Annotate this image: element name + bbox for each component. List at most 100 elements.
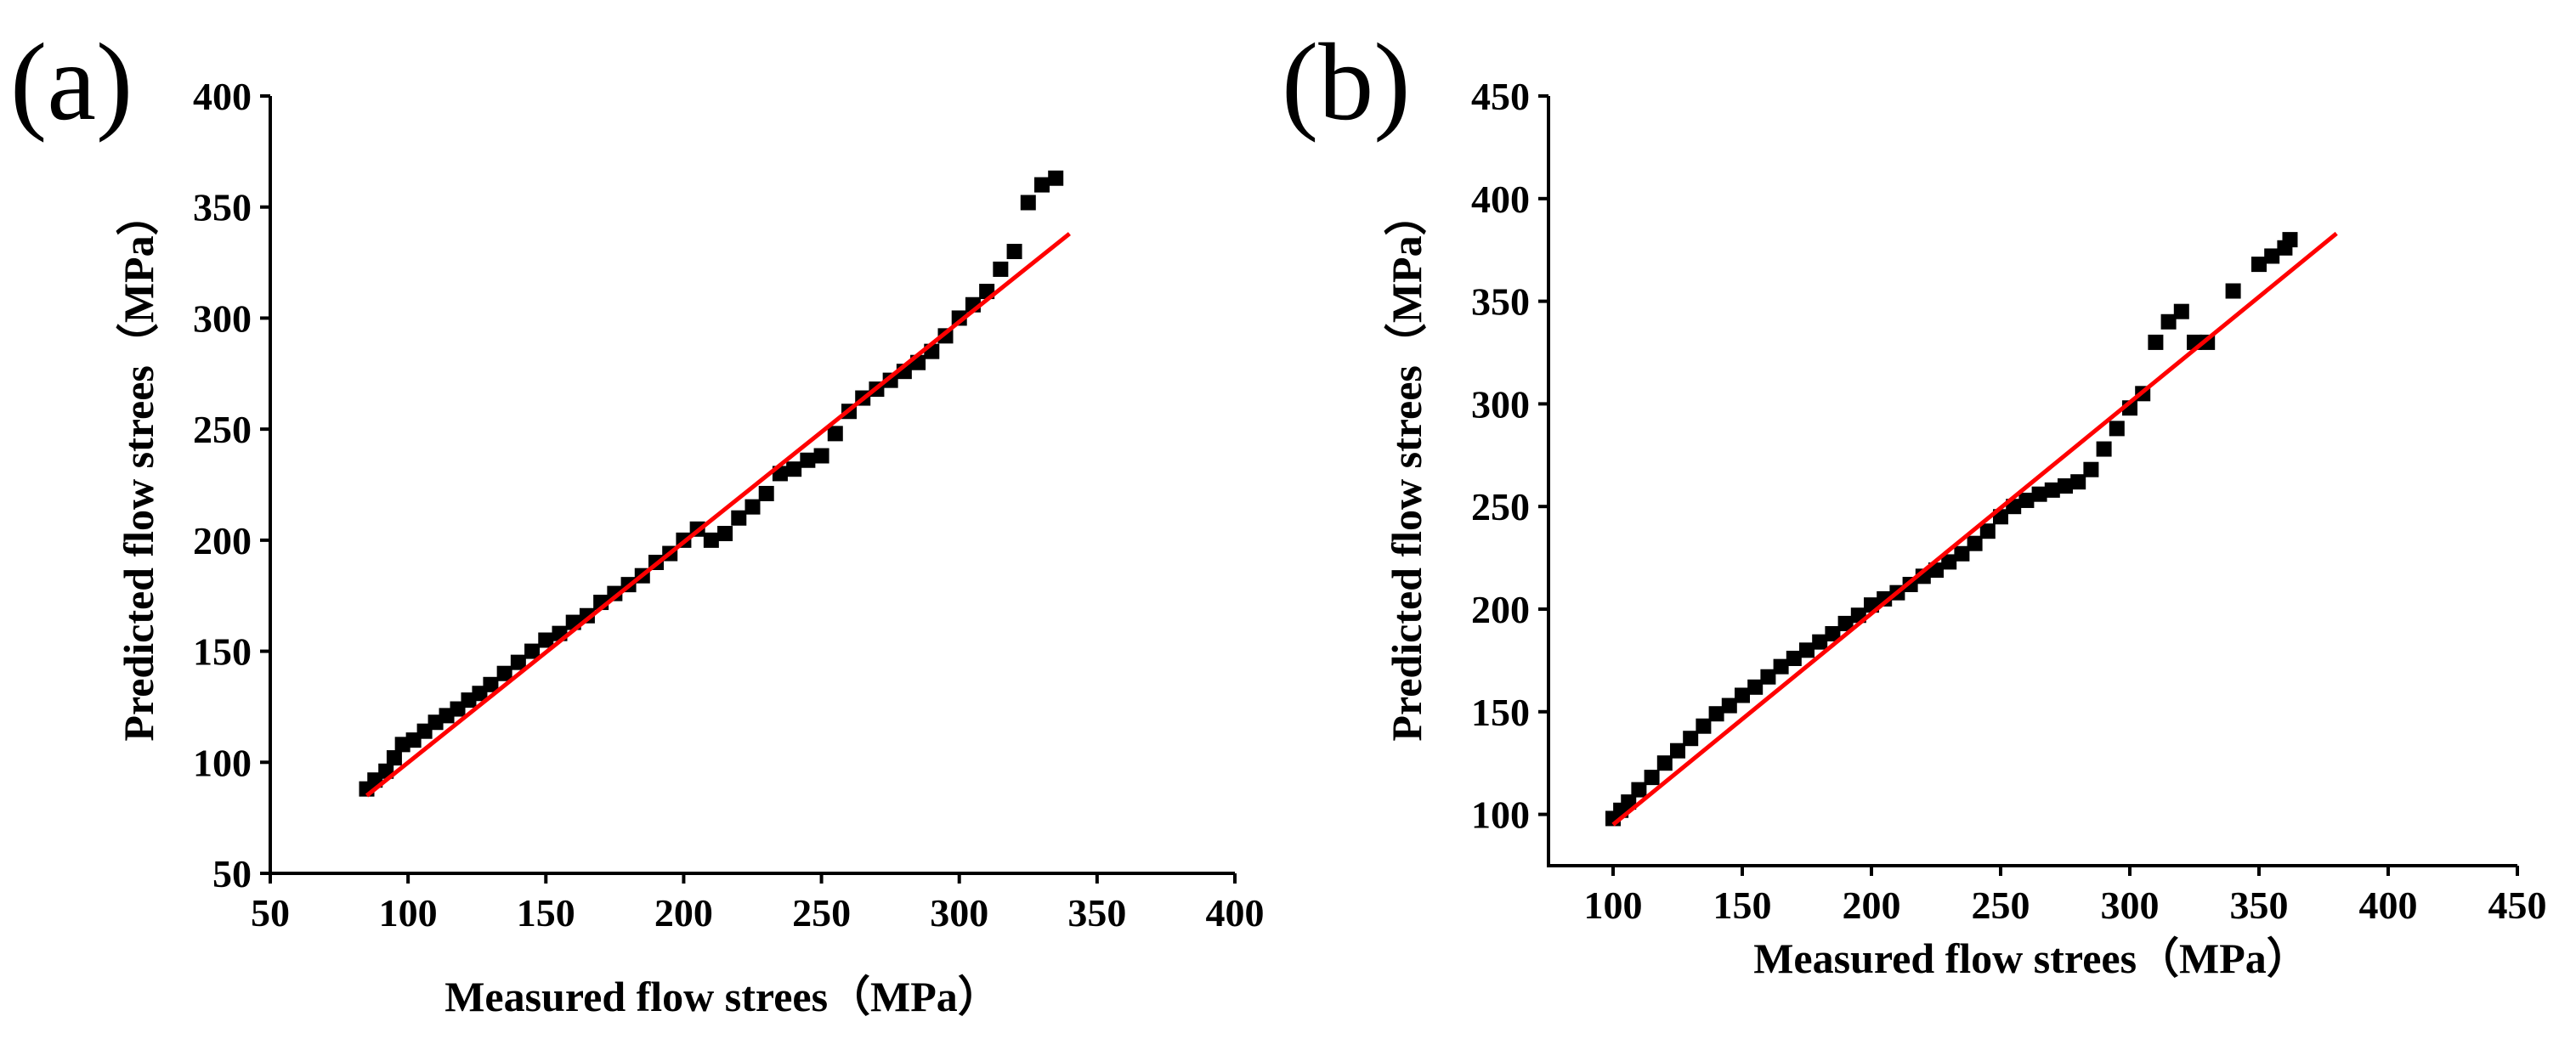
y-tick-label-a-6: 350	[193, 186, 252, 229]
data-point-a-34	[786, 461, 802, 477]
data-point-a-32	[758, 485, 774, 501]
data-point-a-30	[731, 510, 747, 526]
data-point-b-15	[1786, 650, 1802, 666]
data-point-a-51	[1020, 195, 1036, 211]
x-tick-label-b-5: 350	[2230, 884, 2289, 927]
data-point-a-36	[813, 448, 829, 464]
data-point-a-3	[386, 750, 402, 766]
data-point-b-28	[1954, 545, 1970, 562]
y-axis-title-a: Predicted flow strees（MPa）	[115, 193, 162, 741]
x-tick-label-b-1: 150	[1713, 884, 1772, 927]
data-point-a-53	[1048, 170, 1064, 186]
data-point-b-5	[1656, 755, 1673, 771]
x-tick-label-b-6: 400	[2359, 884, 2418, 927]
data-point-b-30	[1979, 523, 1996, 539]
x-tick-label-b-3: 250	[1972, 884, 2030, 927]
data-point-b-18	[1825, 625, 1841, 641]
data-point-b-8	[1696, 718, 1712, 734]
y-axis-title-b: Predicted flow strees（MPa）	[1383, 193, 1430, 741]
fit-line-a	[365, 232, 1071, 798]
data-point-b-45	[2173, 303, 2189, 319]
data-point-b-40	[2109, 421, 2125, 437]
data-point-b-35	[2044, 482, 2060, 498]
data-point-b-39	[2096, 441, 2112, 457]
data-point-b-10	[1721, 697, 1737, 714]
points-a	[359, 170, 1064, 797]
x-tick-label-a-1: 100	[379, 891, 438, 935]
data-point-b-37	[2070, 474, 2086, 490]
data-point-a-15	[524, 643, 541, 659]
y-tick-label-a-3: 200	[193, 519, 252, 562]
y-tick-label-b-5: 350	[1471, 280, 1530, 324]
data-point-a-29	[717, 526, 733, 542]
ticks-b: 100 150 200 250 300 350 400 450 100 150 200 250 300 3…	[1471, 75, 2547, 927]
data-point-a-46	[951, 310, 967, 326]
x-tick-label-a-6: 350	[1067, 891, 1126, 935]
x-tick-label-b-2: 200	[1843, 884, 1901, 927]
y-tick-label-b-0: 100	[1471, 793, 1530, 837]
data-point-b-4	[1644, 770, 1660, 786]
data-point-a-35	[800, 452, 816, 468]
y-tick-label-b-1: 150	[1471, 691, 1530, 734]
data-point-b-16	[1799, 642, 1815, 658]
y-tick-label-b-7: 450	[1471, 75, 1530, 118]
data-point-a-31	[744, 499, 761, 515]
data-point-b-6	[1670, 743, 1685, 759]
data-point-b-49	[2251, 257, 2267, 273]
data-point-b-13	[1760, 669, 1776, 685]
y-tick-label-b-2: 200	[1471, 588, 1530, 631]
x-axis-title-a: Measured flow strees（MPa）	[444, 973, 1000, 1020]
data-point-b-52	[2282, 232, 2298, 248]
data-point-b-48	[2225, 283, 2241, 299]
y-tick-label-a-2: 150	[193, 630, 252, 674]
chart-panel-b: (b) 100 150 200 250 300 350 400 450 100 150 200 250…	[1282, 21, 2547, 982]
data-point-b-27	[1941, 554, 1957, 570]
data-point-a-50	[1006, 244, 1022, 259]
data-point-b-17	[1812, 634, 1828, 650]
data-point-b-29	[1967, 535, 1983, 551]
data-point-b-11	[1735, 687, 1750, 703]
x-tick-label-a-2: 150	[517, 891, 575, 935]
x-tick-label-a-0: 50	[251, 891, 290, 935]
y-tick-label-b-3: 250	[1471, 485, 1530, 528]
points-b	[1605, 232, 2298, 827]
data-point-a-28	[703, 532, 719, 548]
y-tick-label-a-1: 100	[193, 741, 252, 784]
y-tick-label-b-4: 300	[1471, 382, 1530, 426]
data-point-b-2	[1621, 794, 1637, 810]
data-point-b-12	[1747, 679, 1764, 695]
x-tick-label-a-3: 200	[654, 891, 713, 935]
data-point-a-49	[993, 261, 1009, 277]
data-point-b-33	[2018, 492, 2035, 508]
data-point-b-50	[2264, 248, 2280, 264]
data-point-a-12	[483, 676, 499, 692]
data-point-b-36	[2058, 478, 2073, 494]
data-point-b-34	[2031, 486, 2047, 502]
x-tick-label-b-0: 100	[1584, 884, 1643, 927]
y-tick-label-b-6: 400	[1471, 178, 1530, 221]
y-tick-label-a-5: 300	[193, 296, 252, 340]
ticks-a: 50 100 150 200 250 300 350 400 50 100 150 200 250 300…	[193, 75, 1265, 935]
x-axis-title-b: Measured flow strees（MPa）	[1753, 935, 2309, 982]
data-point-b-44	[2160, 313, 2177, 330]
data-point-b-7	[1683, 731, 1699, 747]
data-point-b-38	[2083, 461, 2099, 477]
panel-label-a: (a)	[10, 21, 133, 144]
data-point-b-9	[1708, 706, 1724, 722]
data-point-a-37	[827, 426, 843, 442]
data-point-b-22	[1877, 590, 1893, 607]
x-tick-label-a-5: 300	[930, 891, 988, 935]
data-point-a-19	[579, 607, 595, 624]
panel-label-b: (b)	[1282, 21, 1411, 144]
y-tick-label-a-4: 250	[193, 408, 252, 451]
data-point-b-3	[1631, 782, 1647, 798]
data-point-a-13	[496, 665, 512, 681]
x-tick-label-a-7: 400	[1206, 891, 1265, 935]
x-tick-label-b-7: 450	[2488, 884, 2547, 927]
data-point-b-14	[1773, 658, 1789, 675]
data-point-b-19	[1837, 615, 1854, 631]
data-point-a-21	[607, 585, 623, 601]
data-point-a-16	[538, 632, 554, 648]
x-tick-label-b-4: 300	[2101, 884, 2160, 927]
